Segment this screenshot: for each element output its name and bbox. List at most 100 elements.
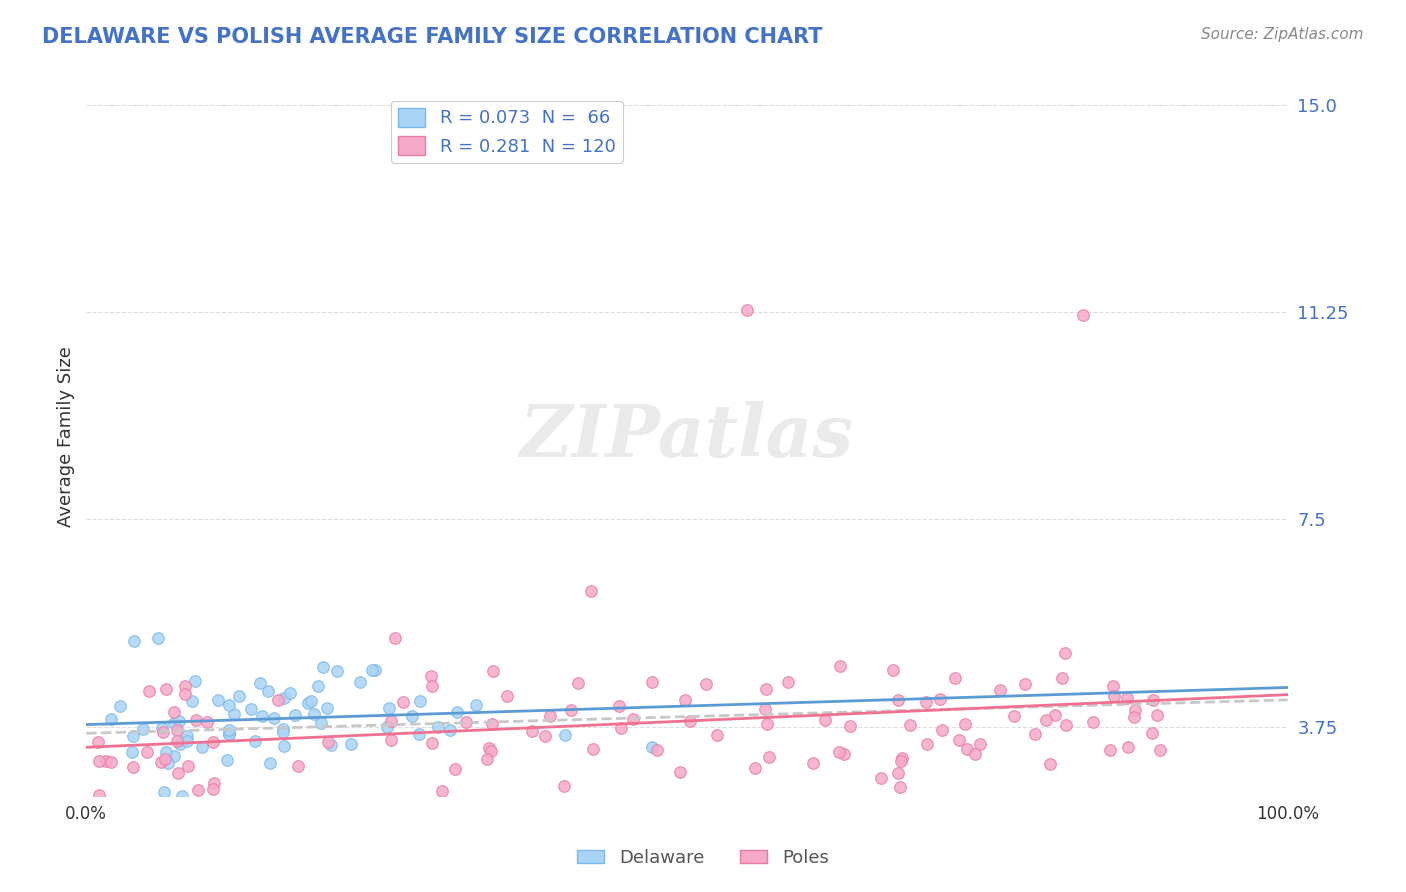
Poles [1102, 679, 1125, 693]
Poles [1081, 714, 1104, 729]
Poles [1115, 691, 1137, 706]
Poles [754, 702, 776, 716]
Poles [138, 684, 160, 698]
Poles [579, 584, 602, 599]
Poles [814, 713, 837, 727]
Delaware [172, 789, 194, 803]
Delaware [273, 724, 295, 739]
Delaware [218, 723, 240, 737]
Poles [1099, 743, 1122, 757]
Poles [166, 723, 188, 738]
Poles [607, 699, 630, 714]
Delaware [319, 738, 342, 752]
Poles [87, 754, 110, 768]
Poles [1050, 671, 1073, 685]
Delaware [408, 727, 430, 741]
Delaware [375, 720, 398, 734]
Poles [202, 776, 225, 790]
Delaware [176, 734, 198, 748]
Delaware [315, 700, 337, 714]
Poles [582, 742, 605, 756]
Delaware [273, 722, 295, 736]
Delaware [349, 675, 371, 690]
Poles [914, 695, 936, 709]
Poles [475, 752, 498, 766]
Poles [1123, 703, 1146, 717]
Poles [931, 723, 953, 737]
Poles [420, 679, 443, 693]
Poles [430, 784, 453, 798]
Poles [420, 668, 443, 682]
Delaware [284, 708, 307, 723]
Poles [755, 716, 778, 731]
Delaware [377, 701, 399, 715]
Poles [953, 717, 976, 731]
Poles [803, 756, 825, 770]
Delaware [124, 634, 146, 648]
Delaware [263, 710, 285, 724]
Poles [195, 714, 218, 729]
Poles [943, 671, 966, 685]
Delaware [169, 737, 191, 751]
Poles [1043, 707, 1066, 722]
Poles [891, 751, 914, 765]
Delaware [299, 694, 322, 708]
Delaware [240, 702, 263, 716]
Poles [454, 715, 477, 730]
Poles [645, 743, 668, 757]
Delaware [150, 721, 173, 735]
Delaware [100, 712, 122, 726]
Poles [477, 741, 499, 756]
Poles [887, 693, 910, 707]
Poles [956, 742, 979, 756]
Delaware [218, 698, 240, 713]
Poles [887, 766, 910, 780]
Poles [553, 779, 575, 793]
Poles [443, 762, 465, 776]
Poles [744, 761, 766, 775]
Delaware [218, 726, 240, 740]
Poles [287, 758, 309, 772]
Poles [1149, 743, 1171, 757]
Poles [522, 724, 544, 739]
Poles [838, 719, 860, 733]
Delaware [304, 706, 326, 721]
Poles [706, 729, 728, 743]
Poles [94, 754, 117, 768]
Text: DELAWARE VS POLISH AVERAGE FAMILY SIZE CORRELATION CHART: DELAWARE VS POLISH AVERAGE FAMILY SIZE C… [42, 27, 823, 46]
Poles [316, 735, 339, 749]
Poles [153, 752, 176, 766]
Poles [229, 799, 252, 814]
Delaware [249, 675, 271, 690]
Legend: Delaware, Poles: Delaware, Poles [569, 842, 837, 874]
Poles [1146, 708, 1168, 723]
Poles [155, 681, 177, 696]
Poles [882, 664, 904, 678]
Poles [496, 689, 519, 703]
Poles [889, 780, 911, 795]
Poles [174, 687, 197, 701]
Delaware [325, 664, 347, 678]
Poles [890, 754, 912, 768]
Delaware [215, 753, 238, 767]
Poles [166, 734, 188, 748]
Delaware [153, 784, 176, 798]
Poles [778, 675, 800, 690]
Poles [560, 703, 582, 717]
Delaware [176, 729, 198, 743]
Poles [832, 747, 855, 761]
Text: ZIPatlas: ZIPatlas [520, 401, 853, 472]
Delaware [218, 727, 240, 741]
Poles [202, 782, 225, 797]
Delaware [273, 691, 295, 706]
Poles [988, 682, 1011, 697]
Poles [1142, 726, 1164, 740]
Poles [695, 677, 717, 691]
Delaware [228, 690, 250, 704]
Poles [384, 632, 406, 646]
Delaware [278, 686, 301, 700]
Poles [669, 765, 692, 780]
Delaware [180, 694, 202, 708]
Poles [755, 681, 778, 696]
Poles [621, 712, 644, 726]
